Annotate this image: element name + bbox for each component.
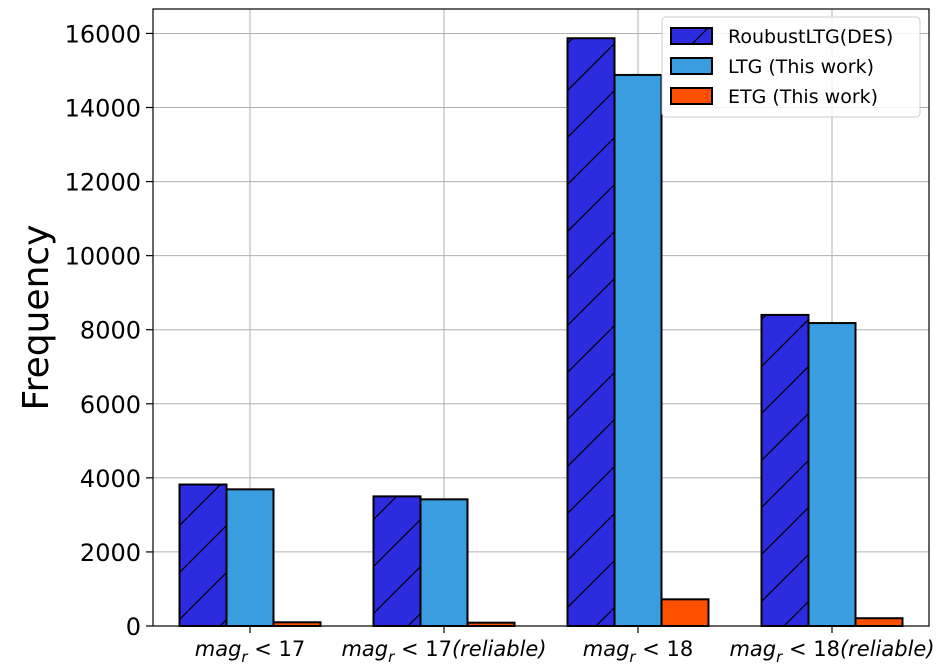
y-axis-ticks: 0 2000 4000 6000 8000 10000 12000 14000 16000 bbox=[65, 20, 153, 641]
y-tick-label: 16000 bbox=[65, 20, 141, 48]
x-axis-ticks: magr < 17 magr < 17(reliable) magr < 18 mag… bbox=[195, 626, 935, 666]
x-tick-label: magr < 17(reliable) bbox=[341, 637, 546, 666]
bar bbox=[225, 488, 275, 627]
y-tick-label: 14000 bbox=[65, 95, 141, 123]
bars bbox=[178, 37, 904, 628]
x-tick-label: magr < 17 bbox=[195, 637, 306, 666]
bar bbox=[613, 73, 663, 627]
bar bbox=[419, 498, 469, 628]
bar-hatch bbox=[567, 38, 615, 626]
y-tick-label: 6000 bbox=[80, 391, 141, 419]
legend-swatch bbox=[670, 27, 713, 45]
bar bbox=[660, 598, 710, 628]
legend: RoubustLTG(DES) LTG (This work) ETG (This … bbox=[661, 16, 921, 118]
legend-swatch bbox=[670, 57, 713, 75]
legend-box bbox=[661, 16, 921, 118]
x-tick-label: magr < 18(reliable) bbox=[729, 637, 934, 666]
legend-hatch bbox=[691, 27, 709, 45]
legend-label: LTG (This work) bbox=[728, 56, 874, 78]
y-tick-label: 2000 bbox=[80, 539, 141, 567]
legend-label: RoubustLTG(DES) bbox=[728, 26, 893, 48]
y-tick-label: 8000 bbox=[80, 317, 141, 345]
x-tick-label: magr < 18 bbox=[583, 637, 694, 666]
plot-frame bbox=[152, 8, 930, 627]
bar-hatch bbox=[179, 484, 227, 626]
bar-hatch bbox=[373, 496, 421, 626]
legend-swatch bbox=[670, 87, 713, 105]
bar bbox=[807, 322, 857, 627]
y-tick-label: 12000 bbox=[65, 169, 141, 197]
legend-label: ETG (This work) bbox=[728, 86, 878, 108]
y-tick-label: 10000 bbox=[65, 243, 141, 271]
bar bbox=[854, 617, 904, 628]
y-tick-label: 0 bbox=[126, 613, 141, 641]
y-tick-label: 4000 bbox=[80, 465, 141, 493]
y-axis-label: Frequency bbox=[16, 225, 57, 411]
bar-hatch bbox=[761, 314, 809, 626]
